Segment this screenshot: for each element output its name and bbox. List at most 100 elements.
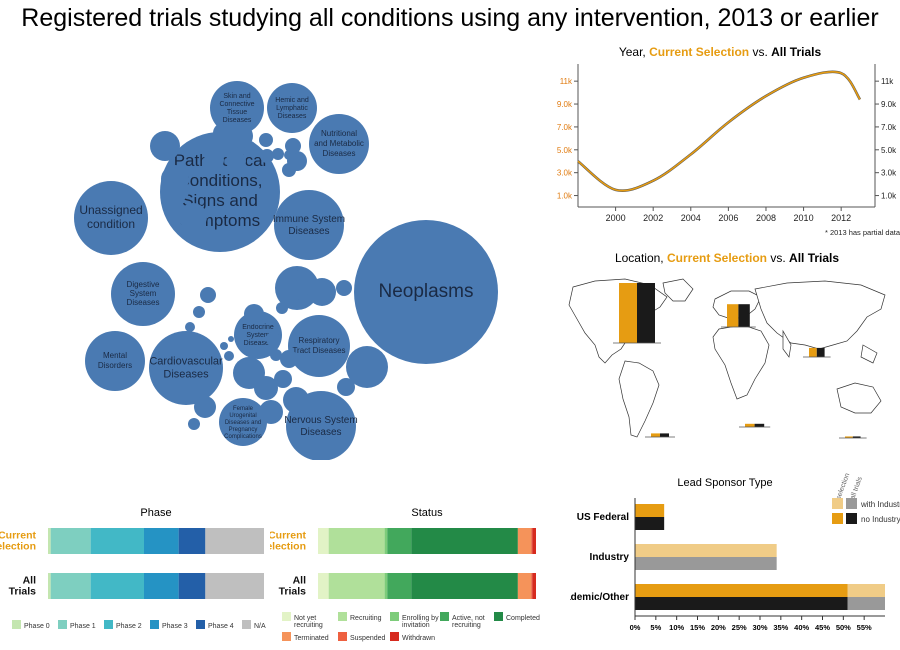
year-ytick-label-right-5: 11k xyxy=(881,77,894,86)
location-bar-selection-2 xyxy=(809,347,817,357)
sponsor-row-label-0: US Federal xyxy=(577,512,629,523)
small-bubble-24 xyxy=(266,332,280,346)
land-7 xyxy=(860,344,878,364)
statusChart-seg-1-2 xyxy=(384,573,388,599)
sponsor-chart-title: Lead Sponsor Type xyxy=(677,477,772,489)
sponsor-xtick-label-1: 5% xyxy=(650,623,661,632)
small-bubble-40 xyxy=(298,292,308,302)
sponsor-row-label-1: Industry xyxy=(590,552,630,563)
year-ytick-label-left-1: 3.0k xyxy=(557,169,573,178)
year-ytick-label-right-4: 9.0k xyxy=(881,100,897,109)
small-bubble-0 xyxy=(150,131,180,161)
statusChart-legend-label-6: Suspended xyxy=(350,635,386,642)
small-bubble-36 xyxy=(346,346,388,388)
year-ytick-label-right-0: 1.0k xyxy=(881,192,897,201)
sponsor-bar-sel-no-0 xyxy=(635,504,665,517)
small-bubble-7 xyxy=(229,124,253,148)
location-map-chart: Location, Current Selection vs. All Tria… xyxy=(568,251,886,439)
bubble-8 xyxy=(267,83,317,133)
location-chart-title: Location, Current Selection vs. All Tria… xyxy=(615,251,839,265)
bubble-label-3: Immune System Diseases xyxy=(273,214,345,237)
year-line-all xyxy=(577,70,862,192)
statusChart-legend-label-5: Terminated xyxy=(294,635,329,642)
small-bubble-28 xyxy=(283,387,309,413)
location-bar-all-2 xyxy=(816,347,825,357)
statusChart-legend-swatch-0 xyxy=(282,612,291,621)
small-bubble-26 xyxy=(280,350,298,368)
phaseChart-seg-1-5 xyxy=(205,573,264,599)
sponsor-bar-all-no-0 xyxy=(635,517,665,530)
bubble-label-9: Digestive System Diseases xyxy=(127,280,160,307)
small-bubble-10 xyxy=(262,173,272,183)
statusChart-seg-1-4 xyxy=(411,573,518,599)
statusChart-seg-1-5 xyxy=(517,573,532,599)
sponsor-legend-all-no xyxy=(846,513,857,524)
phaseChart-seg-1-0 xyxy=(48,573,51,599)
bubble-label-6: Nutritional and Metabolic Diseases xyxy=(314,129,364,158)
sponsor-legend-header-1: all trials xyxy=(849,476,864,501)
statusChart-seg-1-7 xyxy=(532,573,536,599)
small-bubble-19 xyxy=(244,304,264,324)
land-1 xyxy=(662,278,694,302)
year-xtick-label-5: 2010 xyxy=(794,213,814,223)
land-4 xyxy=(712,324,770,400)
small-bubble-20 xyxy=(200,287,216,303)
year-xtick-label-2: 2004 xyxy=(681,213,701,223)
small-bubble-38 xyxy=(194,396,216,418)
year-ytick-label-right-3: 7.0k xyxy=(881,123,897,132)
bubble-label-2: Unassigned condition xyxy=(79,203,142,231)
location-bar-selection-4 xyxy=(745,423,755,427)
small-bubble-8 xyxy=(259,133,273,147)
bubble-label-8: Hemic and Lymphatic Diseases xyxy=(275,97,309,120)
year-note: * 2013 has partial data xyxy=(825,228,900,237)
sponsor-legend-all-with xyxy=(846,498,857,509)
year-ytick-label-right-2: 5.0k xyxy=(881,146,897,155)
phaseChart-seg-1-2 xyxy=(90,573,144,599)
location-bar-selection-0 xyxy=(619,283,637,343)
small-bubble-29 xyxy=(254,376,278,400)
statusChart-seg-0-3 xyxy=(387,528,412,554)
bubble-1 xyxy=(354,220,498,364)
sponsor-xtick-label-3: 15% xyxy=(690,623,705,632)
phaseChart-seg-0-0 xyxy=(48,528,51,554)
sponsor-xtick-label-7: 35% xyxy=(773,623,788,632)
small-bubble-22 xyxy=(185,322,195,332)
statusChart-legend-swatch-4 xyxy=(494,612,503,621)
phaseChart-seg-0-3 xyxy=(144,528,179,554)
year-ytick-label-left-4: 9.0k xyxy=(557,100,573,109)
sponsor-xtick-label-10: 50% xyxy=(836,623,851,632)
small-bubble-11 xyxy=(272,148,284,160)
bubble-3 xyxy=(274,190,344,260)
year-ytick-label-right-1: 3.0k xyxy=(881,169,897,178)
phaseChart-legend-swatch-0 xyxy=(12,620,21,629)
sponsor-legend-sel-no xyxy=(832,513,843,524)
bubble-7 xyxy=(210,81,264,135)
phaseChart-legend-label-3: Phase 3 xyxy=(162,623,188,630)
statusChart-legend-label-4: Completed xyxy=(506,615,540,622)
year-line-selection xyxy=(577,71,861,192)
statusChart-seg-0-1 xyxy=(328,528,385,554)
year-xtick-label-1: 2002 xyxy=(643,213,663,223)
small-bubble-32 xyxy=(220,342,228,350)
phaseChart-seg-0-1 xyxy=(50,528,91,554)
phaseChart-legend-swatch-4 xyxy=(196,620,205,629)
bubble-label-10: Mental Disorders xyxy=(98,351,132,370)
sponsor-bar-all-no-2 xyxy=(635,597,848,610)
sponsor-xtick-label-5: 25% xyxy=(732,623,747,632)
statusChart-legend-swatch-2 xyxy=(390,612,399,621)
bubble-13 xyxy=(219,398,267,446)
year-ytick-label-left-2: 5.0k xyxy=(557,146,573,155)
sponsor-legend-sel-with xyxy=(832,498,843,509)
statusChart-seg-0-7 xyxy=(532,528,536,554)
phaseChart-legend-swatch-3 xyxy=(150,620,159,629)
location-bar-all-4 xyxy=(754,423,765,427)
year-ytick-label-left-0: 1.0k xyxy=(557,192,573,201)
location-bar-all-5 xyxy=(852,436,861,438)
sponsor-row-label-2: Academic/Other xyxy=(570,592,629,603)
small-bubble-31 xyxy=(224,351,234,361)
sponsor-xtick-label-11: 55% xyxy=(857,623,872,632)
